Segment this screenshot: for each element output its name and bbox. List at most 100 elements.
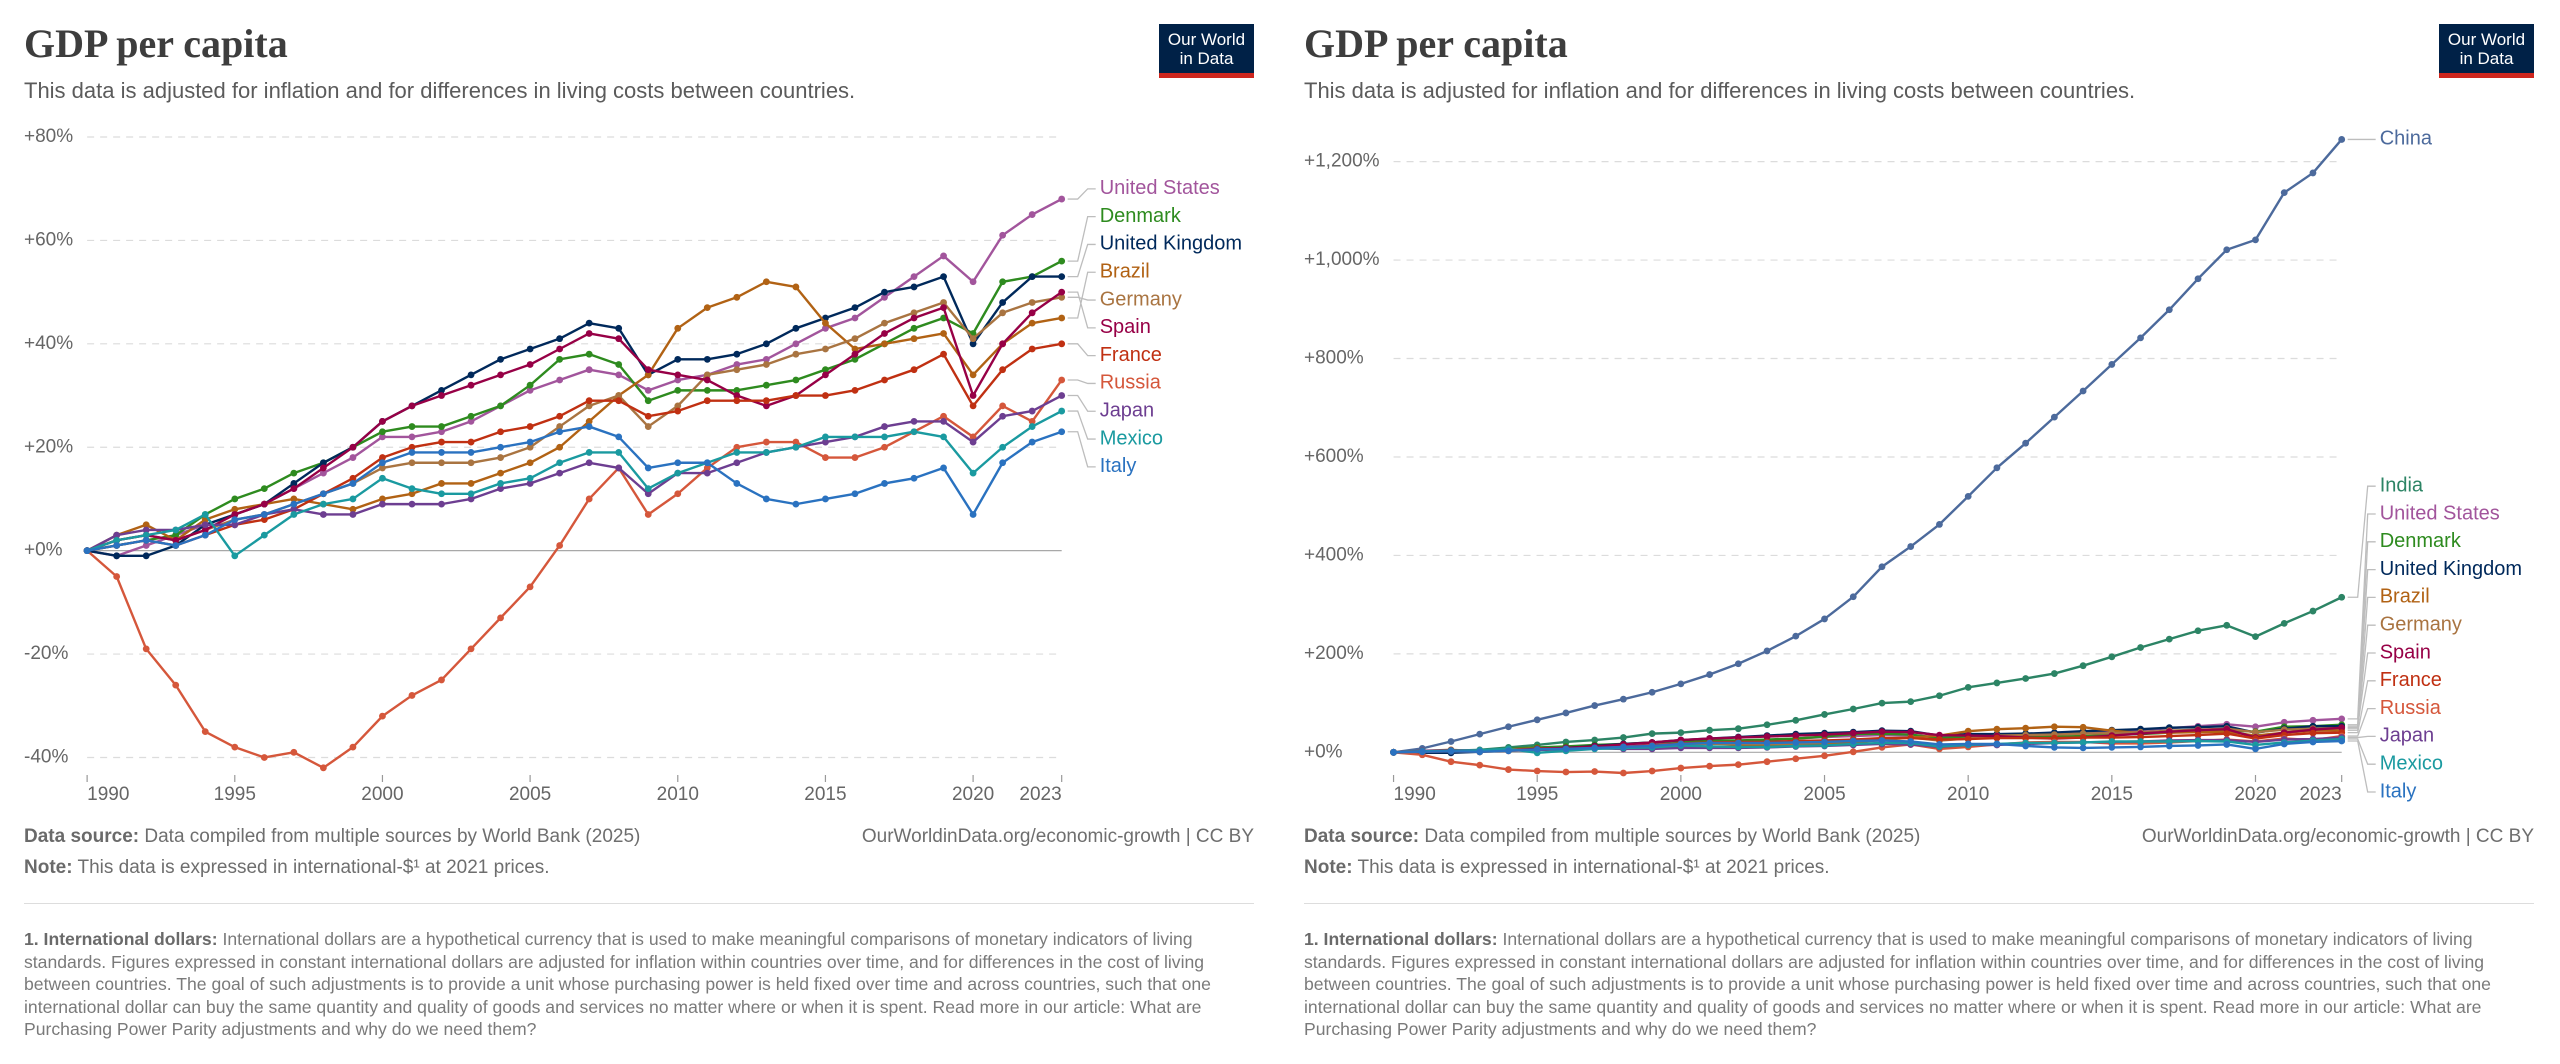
data-point	[615, 335, 623, 343]
label-connector	[1067, 291, 1096, 329]
y-tick-label: -40%	[24, 747, 68, 768]
data-point	[822, 495, 829, 503]
y-tick-label: +800%	[1304, 348, 1364, 369]
data-point	[113, 552, 121, 560]
source-text: Data compiled from multiple sources by W…	[144, 826, 641, 847]
x-tick-label: 2005	[1803, 784, 1845, 805]
data-point	[2022, 742, 2030, 750]
data-point	[526, 361, 534, 368]
data-point	[438, 428, 445, 436]
data-point	[2022, 724, 2030, 732]
data-point	[201, 728, 209, 736]
data-point	[1849, 737, 1857, 745]
data-point	[1648, 742, 1656, 750]
series-label: Spain	[2380, 641, 2431, 663]
data-point	[497, 469, 504, 477]
data-point	[1447, 738, 1455, 745]
data-point	[792, 443, 800, 451]
data-point	[408, 443, 416, 451]
data-point	[497, 614, 504, 622]
data-point	[703, 464, 711, 472]
data-point	[1058, 288, 1066, 296]
series-line	[86, 260, 1063, 552]
data-point	[1734, 725, 1742, 733]
data-point	[201, 531, 209, 539]
data-point	[1648, 688, 1656, 696]
data-point	[2137, 334, 2144, 342]
data-point	[1792, 632, 1800, 640]
data-point	[792, 392, 800, 399]
data-point	[1591, 736, 1599, 744]
data-point	[2165, 742, 2173, 750]
series-label: Italy	[2380, 780, 2417, 802]
data-point	[1677, 764, 1685, 772]
data-point	[703, 386, 711, 394]
data-point	[290, 480, 298, 487]
data-point	[674, 402, 682, 410]
data-point	[2108, 738, 2116, 745]
data-point	[2137, 743, 2144, 751]
data-point	[2223, 741, 2231, 748]
data-point	[408, 485, 416, 493]
data-point	[497, 402, 504, 410]
data-point	[172, 526, 180, 534]
data-point	[1907, 728, 1915, 736]
label-connector	[2347, 485, 2376, 598]
data-point	[2252, 723, 2259, 731]
data-point	[1821, 731, 1828, 739]
data-point	[1562, 768, 1570, 776]
data-point	[1533, 767, 1541, 775]
data-point	[2309, 729, 2317, 737]
data-point	[733, 480, 741, 487]
data-point	[467, 490, 475, 498]
x-tick-label: 2000	[361, 784, 403, 805]
series-line	[1393, 739, 2342, 754]
data-point	[2280, 619, 2288, 627]
data-point	[1058, 314, 1066, 322]
x-tick-label: 2023	[2299, 784, 2341, 805]
data-point	[1562, 709, 1570, 717]
data-point	[851, 386, 859, 394]
logo-text: Our World	[2447, 29, 2526, 49]
data-point	[733, 397, 741, 405]
data-point	[438, 490, 445, 498]
data-point	[556, 376, 564, 384]
chart-subtitle: This data is adjusted for inflation and …	[24, 78, 856, 103]
series-label: Italy	[1100, 455, 1137, 477]
data-point	[2022, 439, 2030, 447]
data-point	[674, 324, 682, 332]
x-tick-label: 2020	[2234, 784, 2276, 805]
data-point	[349, 443, 357, 451]
series-line	[86, 409, 1063, 558]
data-point	[1964, 492, 1972, 500]
data-point	[1058, 376, 1066, 384]
data-point	[969, 392, 977, 399]
data-point	[2338, 136, 2346, 143]
data-point	[556, 423, 564, 430]
data-point	[1993, 740, 2001, 748]
data-point	[615, 464, 623, 472]
series-label: Germany	[1100, 288, 1182, 310]
data-point	[674, 407, 682, 415]
data-point	[172, 531, 180, 539]
data-point	[2252, 236, 2259, 244]
data-point	[231, 521, 239, 529]
data-point	[556, 412, 564, 420]
data-point	[1993, 679, 2001, 687]
data-point	[467, 412, 475, 420]
data-point	[940, 464, 947, 472]
data-point	[231, 552, 239, 560]
data-point	[792, 283, 800, 291]
data-point	[733, 459, 741, 467]
series-line	[86, 379, 1063, 770]
x-tick-label: 2010	[657, 784, 699, 805]
data-point	[881, 293, 888, 301]
label-connector	[2347, 738, 2376, 765]
data-point	[1619, 695, 1627, 703]
data-point	[999, 459, 1007, 467]
data-point	[1821, 711, 1828, 718]
data-point	[2079, 387, 2087, 395]
data-point	[526, 474, 534, 482]
data-point	[260, 500, 268, 508]
data-point	[910, 366, 918, 374]
